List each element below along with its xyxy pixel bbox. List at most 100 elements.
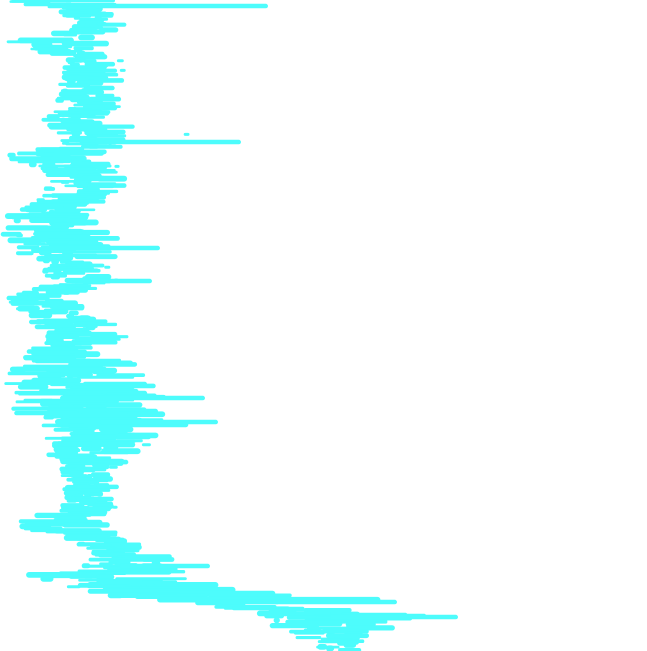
streak-814	[337, 635, 360, 640]
streak-313	[16, 251, 34, 256]
streak-312	[62, 250, 112, 254]
streak-597	[87, 474, 109, 477]
streak-649	[63, 508, 76, 512]
streak-818	[317, 640, 325, 644]
streak-6	[23, 2, 50, 7]
streak-635	[66, 498, 77, 503]
streak-539	[99, 426, 134, 433]
streak-715	[99, 562, 113, 566]
streak-227	[87, 183, 127, 188]
streak-625	[89, 492, 103, 496]
streak-201	[28, 161, 37, 168]
streak-43	[78, 34, 95, 41]
streak-114	[55, 97, 64, 103]
streak-736	[95, 574, 115, 580]
streak-157	[84, 130, 99, 136]
streak-248	[98, 200, 104, 204]
streak-94	[65, 83, 90, 88]
streak-747	[77, 582, 101, 588]
streak-28	[98, 22, 127, 27]
streak-762	[208, 593, 292, 598]
streak-737	[40, 575, 54, 582]
streak-176	[88, 145, 99, 149]
streak-367	[30, 297, 50, 301]
streak-763	[107, 592, 124, 599]
streak-323	[42, 257, 51, 264]
streak-226	[64, 184, 94, 188]
streak-837	[330, 614, 458, 620]
streak-18	[94, 13, 114, 18]
streak-445	[31, 359, 49, 363]
streak-339	[42, 269, 49, 274]
streak-829	[95, 3, 268, 9]
streak-517	[14, 410, 79, 416]
streak-590	[81, 468, 107, 472]
streak-546	[114, 433, 152, 440]
streak-611	[93, 484, 119, 490]
streak-274	[13, 218, 21, 224]
streak-833	[60, 395, 205, 401]
streak-428	[62, 347, 71, 351]
streak-285	[8, 227, 18, 231]
streak-158	[71, 133, 81, 137]
streak-524	[43, 415, 55, 420]
streak-2	[11, 0, 72, 3]
streak-387	[28, 312, 53, 319]
streak-709	[141, 557, 175, 562]
streak-828	[326, 648, 334, 651]
streak-395	[62, 319, 108, 324]
streak-337	[82, 268, 101, 273]
streak-204	[114, 164, 120, 168]
streak-269	[10, 214, 36, 220]
streak-374	[10, 300, 36, 306]
streak-212	[51, 170, 64, 174]
streak-104	[91, 91, 101, 94]
streak-160	[183, 132, 190, 136]
streak-295	[16, 233, 23, 238]
streak-812	[295, 636, 322, 640]
streak-794	[273, 617, 280, 624]
streak-459	[13, 372, 32, 375]
streak-535	[41, 423, 70, 428]
streak-79	[119, 68, 126, 72]
streak-664	[62, 522, 110, 528]
streak-585	[93, 464, 110, 470]
streak-64	[79, 54, 108, 60]
streak-557	[58, 441, 105, 447]
streak-465	[77, 375, 135, 379]
streak-194	[17, 160, 64, 164]
streak-13	[66, 10, 81, 15]
streak-449	[68, 362, 138, 367]
streak-801	[269, 623, 320, 629]
streak-830	[95, 139, 241, 145]
streak-719	[81, 563, 91, 569]
streak-410	[45, 333, 64, 340]
streak-175	[81, 144, 123, 149]
streak-299	[7, 237, 33, 244]
streak-333	[104, 265, 111, 269]
streak-566	[82, 446, 93, 452]
streak-325	[51, 259, 59, 265]
streak-710	[140, 558, 149, 561]
streak-220	[81, 175, 106, 182]
streak-780	[303, 608, 352, 613]
streak-831	[40, 245, 160, 251]
streak-502	[15, 400, 43, 404]
streak-472	[4, 382, 64, 385]
streak-342	[50, 274, 61, 280]
streak-808	[289, 629, 336, 634]
streak-39	[88, 29, 104, 34]
streak-229	[43, 187, 56, 191]
streak-137	[46, 114, 60, 119]
streak-303	[29, 239, 42, 244]
streak-42	[63, 32, 78, 37]
streak-185	[59, 150, 104, 156]
streak-487	[18, 391, 67, 396]
streak-834	[100, 419, 218, 425]
streak-519	[17, 411, 25, 415]
streak-364	[24, 293, 62, 298]
streak-46	[6, 40, 34, 44]
streak-821	[343, 642, 357, 648]
streak-835	[120, 563, 210, 569]
